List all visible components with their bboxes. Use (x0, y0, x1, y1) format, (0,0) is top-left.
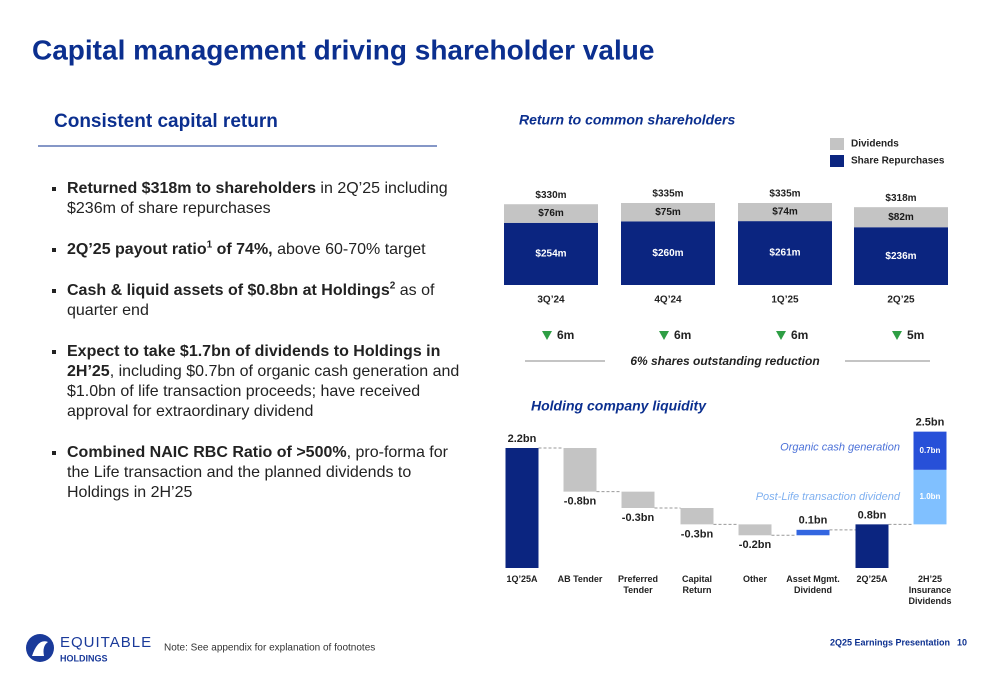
logo-subtext: HOLDINGS (60, 653, 108, 663)
data-label: $254m (535, 249, 566, 260)
bold-text: Returned $318m to shareholders (67, 180, 316, 197)
bullet: Expect to take $1.7bn of dividends to Ho… (67, 341, 467, 422)
segment-annotation: Organic cash generation (780, 442, 900, 454)
data-label: $261m (769, 248, 800, 259)
data-label: $236m (885, 251, 916, 262)
total-label: 2.5bn (916, 417, 945, 429)
data-label: $75m (655, 207, 681, 218)
bar-segment (854, 207, 948, 228)
x-tick-label: 2H’25 Insurance Dividends (908, 574, 952, 606)
bullet: Cash & liquid assets of $0.8bn at Holdin… (67, 280, 467, 321)
data-label: 0.7bn (920, 446, 941, 455)
bold-text: Expect to take $1.7bn of dividends to Ho… (67, 343, 441, 380)
legend-label: Dividends (851, 139, 899, 150)
legend-swatch (830, 155, 844, 167)
footnote-ref: 1 (206, 239, 213, 251)
bar-segment (504, 204, 598, 223)
x-tick-label: Preferred Tender (617, 574, 659, 595)
section-heading: Consistent capital return (54, 111, 278, 132)
bar-segment (913, 469, 947, 525)
bar (855, 524, 889, 568)
x-tick-label: Capital Return (681, 574, 712, 595)
reduction-label: 6m (557, 328, 574, 342)
presentation-name: 2Q25 Earnings Presentation (830, 637, 950, 647)
chart-title: Return to common shareholders (519, 112, 735, 128)
reduction-label: 6m (791, 328, 808, 342)
x-tick-label: 1Q’25 (771, 295, 799, 306)
bar-segment (621, 203, 715, 222)
data-label: -0.8bn (564, 496, 597, 508)
x-tick-label: 2Q’25A (856, 574, 888, 584)
x-tick-label: 2Q’25 (887, 295, 915, 306)
logo-text: EQUITABLE (60, 634, 152, 651)
total-label: $335m (769, 189, 800, 200)
down-triangle (542, 331, 552, 340)
bold-text: 2Q’25 payout ratio (67, 241, 207, 258)
bar-segment (738, 203, 832, 222)
bar-segment (913, 431, 947, 470)
bar (505, 448, 539, 568)
data-label: 0.1bn (799, 515, 828, 527)
text: as of quarter end (67, 282, 435, 319)
total-label: $335m (652, 189, 683, 200)
x-tick-label: Asset Mgmt. Dividend (786, 574, 840, 595)
x-tick-label: AB Tender (557, 574, 603, 584)
x-tick-label: 1Q’25A (506, 574, 538, 584)
data-label: $76m (538, 208, 564, 219)
total-label: $318m (885, 193, 916, 204)
bold-text: of 74%, (212, 241, 273, 258)
bullet: 2Q’25 payout ratio1 of 74%, above 60-70%… (67, 239, 467, 260)
footnote-ref: 2 (389, 280, 396, 292)
bar (796, 529, 830, 536)
down-triangle (892, 331, 902, 340)
slide-title: Capital management driving shareholder v… (32, 34, 654, 65)
bullet: Returned $318m to shareholders in 2Q’25 … (67, 178, 467, 219)
x-tick-label: 3Q’24 (537, 295, 565, 306)
data-label: 0.8bn (858, 509, 887, 521)
legend-label: Share Repurchases (851, 156, 945, 167)
x-tick-label: Other (742, 574, 767, 584)
text: above 60-70% target (272, 241, 426, 258)
bar (563, 448, 597, 492)
data-label: $82m (888, 212, 914, 223)
bold-text: Cash & liquid assets of $0.8bn at Holdin… (67, 282, 390, 299)
bar (738, 524, 772, 536)
bar-segment (854, 227, 948, 285)
data-label: 1.0bn (920, 492, 941, 501)
caption: 6% shares outstanding reduction (630, 354, 819, 368)
data-label: -0.2bn (739, 539, 772, 551)
bar-segment (504, 222, 598, 285)
page-number: 10 (957, 637, 967, 647)
bar-segment (621, 221, 715, 285)
data-label: -0.3bn (622, 512, 655, 524)
logo-icon (26, 634, 54, 662)
chart-title: Holding company liquidity (531, 398, 707, 414)
x-tick-label: 4Q’24 (654, 295, 682, 306)
bullet-list: Returned $318m to shareholders in 2Q’25 … (40, 178, 467, 523)
segment-annotation: Post-Life transaction dividend (756, 491, 901, 503)
text: , pro-forma for the Life transaction and… (67, 444, 448, 501)
down-triangle (659, 331, 669, 340)
bar (680, 508, 714, 525)
footnote: Note: See appendix for explanation of fo… (164, 643, 375, 654)
data-label: $260m (652, 248, 683, 259)
reduction-label: 5m (907, 328, 924, 342)
data-label: -0.3bn (681, 528, 714, 540)
reduction-label: 6m (674, 328, 691, 342)
text: , including $0.7bn of organic cash gener… (67, 363, 460, 420)
data-label: 2.2bn (508, 433, 537, 445)
total-label: $330m (535, 190, 566, 201)
bullet: Combined NAIC RBC Ratio of >500%, pro-fo… (67, 442, 467, 503)
bar (621, 491, 655, 508)
down-triangle (776, 331, 786, 340)
data-label: $74m (772, 207, 798, 218)
bar-segment (738, 221, 832, 285)
text: in 2Q’25 including $236m of share repurc… (67, 180, 448, 217)
bold-text: Combined NAIC RBC Ratio of >500% (67, 444, 347, 461)
legend-swatch (830, 138, 844, 150)
